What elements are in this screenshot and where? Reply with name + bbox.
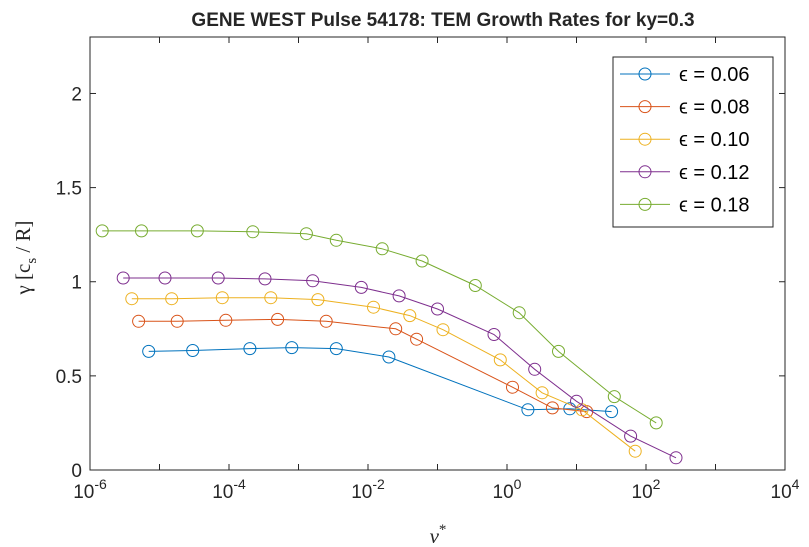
legend-label: ϵ = 0.18 bbox=[679, 194, 750, 216]
data-point bbox=[493, 353, 507, 367]
series-line bbox=[138, 318, 587, 413]
data-point bbox=[311, 293, 325, 307]
data-point bbox=[329, 233, 343, 247]
data-point bbox=[258, 272, 272, 286]
legend-entry: ϵ = 0.12 bbox=[620, 162, 750, 184]
data-point bbox=[142, 344, 156, 358]
legend-marker bbox=[638, 165, 652, 179]
data-point bbox=[521, 403, 535, 417]
y-tick-label: 2 bbox=[71, 84, 82, 105]
data-point bbox=[354, 280, 368, 294]
data-point bbox=[190, 224, 204, 238]
data-point bbox=[95, 224, 109, 238]
data-point bbox=[382, 350, 396, 364]
series-3 bbox=[125, 291, 642, 458]
data-point bbox=[165, 292, 179, 306]
data-point bbox=[215, 291, 229, 305]
legend-marker bbox=[638, 197, 652, 211]
data-point bbox=[506, 380, 519, 394]
legend-label: ϵ = 0.08 bbox=[679, 97, 750, 119]
x-tick-label: 10-4 bbox=[212, 476, 246, 503]
series-2 bbox=[132, 312, 594, 419]
legend-label: ϵ = 0.12 bbox=[679, 162, 750, 184]
y-tick-label: 1 bbox=[71, 273, 82, 294]
data-point bbox=[285, 341, 299, 355]
data-point bbox=[319, 314, 333, 328]
data-point bbox=[329, 342, 343, 356]
data-point bbox=[219, 313, 233, 327]
data-point bbox=[669, 451, 683, 465]
data-point bbox=[410, 332, 424, 346]
data-point bbox=[170, 314, 184, 328]
series-line bbox=[148, 347, 612, 413]
data-point bbox=[375, 242, 389, 256]
data-point bbox=[487, 328, 501, 341]
legend-entry: ϵ = 0.18 bbox=[620, 194, 750, 216]
legend: ϵ = 0.06 ϵ = 0.08 ϵ = 0.10 ϵ = 0.12 ϵ = 0.18 bbox=[612, 56, 774, 228]
data-point bbox=[628, 444, 642, 458]
data-point bbox=[186, 344, 200, 357]
data-point bbox=[211, 271, 225, 285]
legend-label: ϵ = 0.06 bbox=[679, 64, 750, 86]
x-tick-label: 10-6 bbox=[73, 476, 107, 503]
data-point bbox=[367, 300, 380, 314]
x-tick-label: 102 bbox=[632, 476, 661, 503]
legend-marker bbox=[638, 67, 652, 81]
legend-entry: ϵ = 0.08 bbox=[620, 97, 750, 119]
data-point bbox=[132, 314, 146, 328]
data-point bbox=[403, 309, 417, 323]
data-point bbox=[246, 225, 260, 239]
chart-title: GENE WEST Pulse 54178: TEM Growth Rates … bbox=[191, 10, 694, 31]
series-4 bbox=[116, 271, 683, 465]
x-tick-label: 100 bbox=[493, 476, 522, 503]
y-tick-label: 1.5 bbox=[56, 179, 82, 200]
y-axis-label: γ [cs / R] bbox=[11, 220, 40, 295]
data-point bbox=[271, 312, 285, 326]
data-point bbox=[512, 306, 526, 320]
legend-marker bbox=[638, 100, 652, 114]
legend-label: ϵ = 0.10 bbox=[679, 129, 750, 151]
data-point bbox=[158, 271, 172, 285]
x-tick-label: 104 bbox=[771, 476, 800, 503]
x-axis-label: ν* bbox=[430, 522, 447, 547]
data-point bbox=[468, 279, 482, 292]
data-point bbox=[436, 323, 450, 337]
data-point bbox=[415, 254, 429, 268]
data-point bbox=[528, 362, 542, 376]
series-line bbox=[123, 277, 677, 459]
data-point bbox=[299, 227, 313, 241]
data-point bbox=[392, 289, 406, 303]
data-point bbox=[649, 416, 663, 430]
data-point bbox=[552, 344, 565, 358]
axis-ticks: 10-6 10-4 10-2 100 102 104 0 0.5 1 1.5 2 bbox=[56, 37, 800, 503]
x-tick-label: 10-2 bbox=[351, 476, 385, 503]
data-point bbox=[264, 291, 278, 305]
data-point bbox=[306, 274, 320, 288]
data-point bbox=[607, 390, 621, 404]
data-point bbox=[243, 342, 257, 356]
y-tick-label: 0 bbox=[71, 461, 82, 482]
data-point bbox=[545, 401, 559, 415]
series-line bbox=[102, 230, 657, 424]
series-layer bbox=[95, 224, 683, 465]
data-point bbox=[389, 322, 403, 336]
legend-entry: ϵ = 0.06 bbox=[620, 64, 750, 86]
legend-marker bbox=[638, 132, 652, 146]
data-point bbox=[116, 271, 130, 285]
y-tick-label: 0.5 bbox=[56, 367, 82, 388]
data-point bbox=[605, 405, 619, 419]
data-point bbox=[570, 394, 583, 408]
legend-entry: ϵ = 0.10 bbox=[620, 129, 750, 151]
data-point bbox=[125, 292, 139, 306]
series-5 bbox=[95, 224, 663, 430]
data-point bbox=[624, 429, 638, 443]
data-point bbox=[431, 302, 444, 316]
data-point bbox=[535, 386, 549, 400]
data-point bbox=[135, 224, 148, 238]
series-line bbox=[131, 297, 636, 452]
